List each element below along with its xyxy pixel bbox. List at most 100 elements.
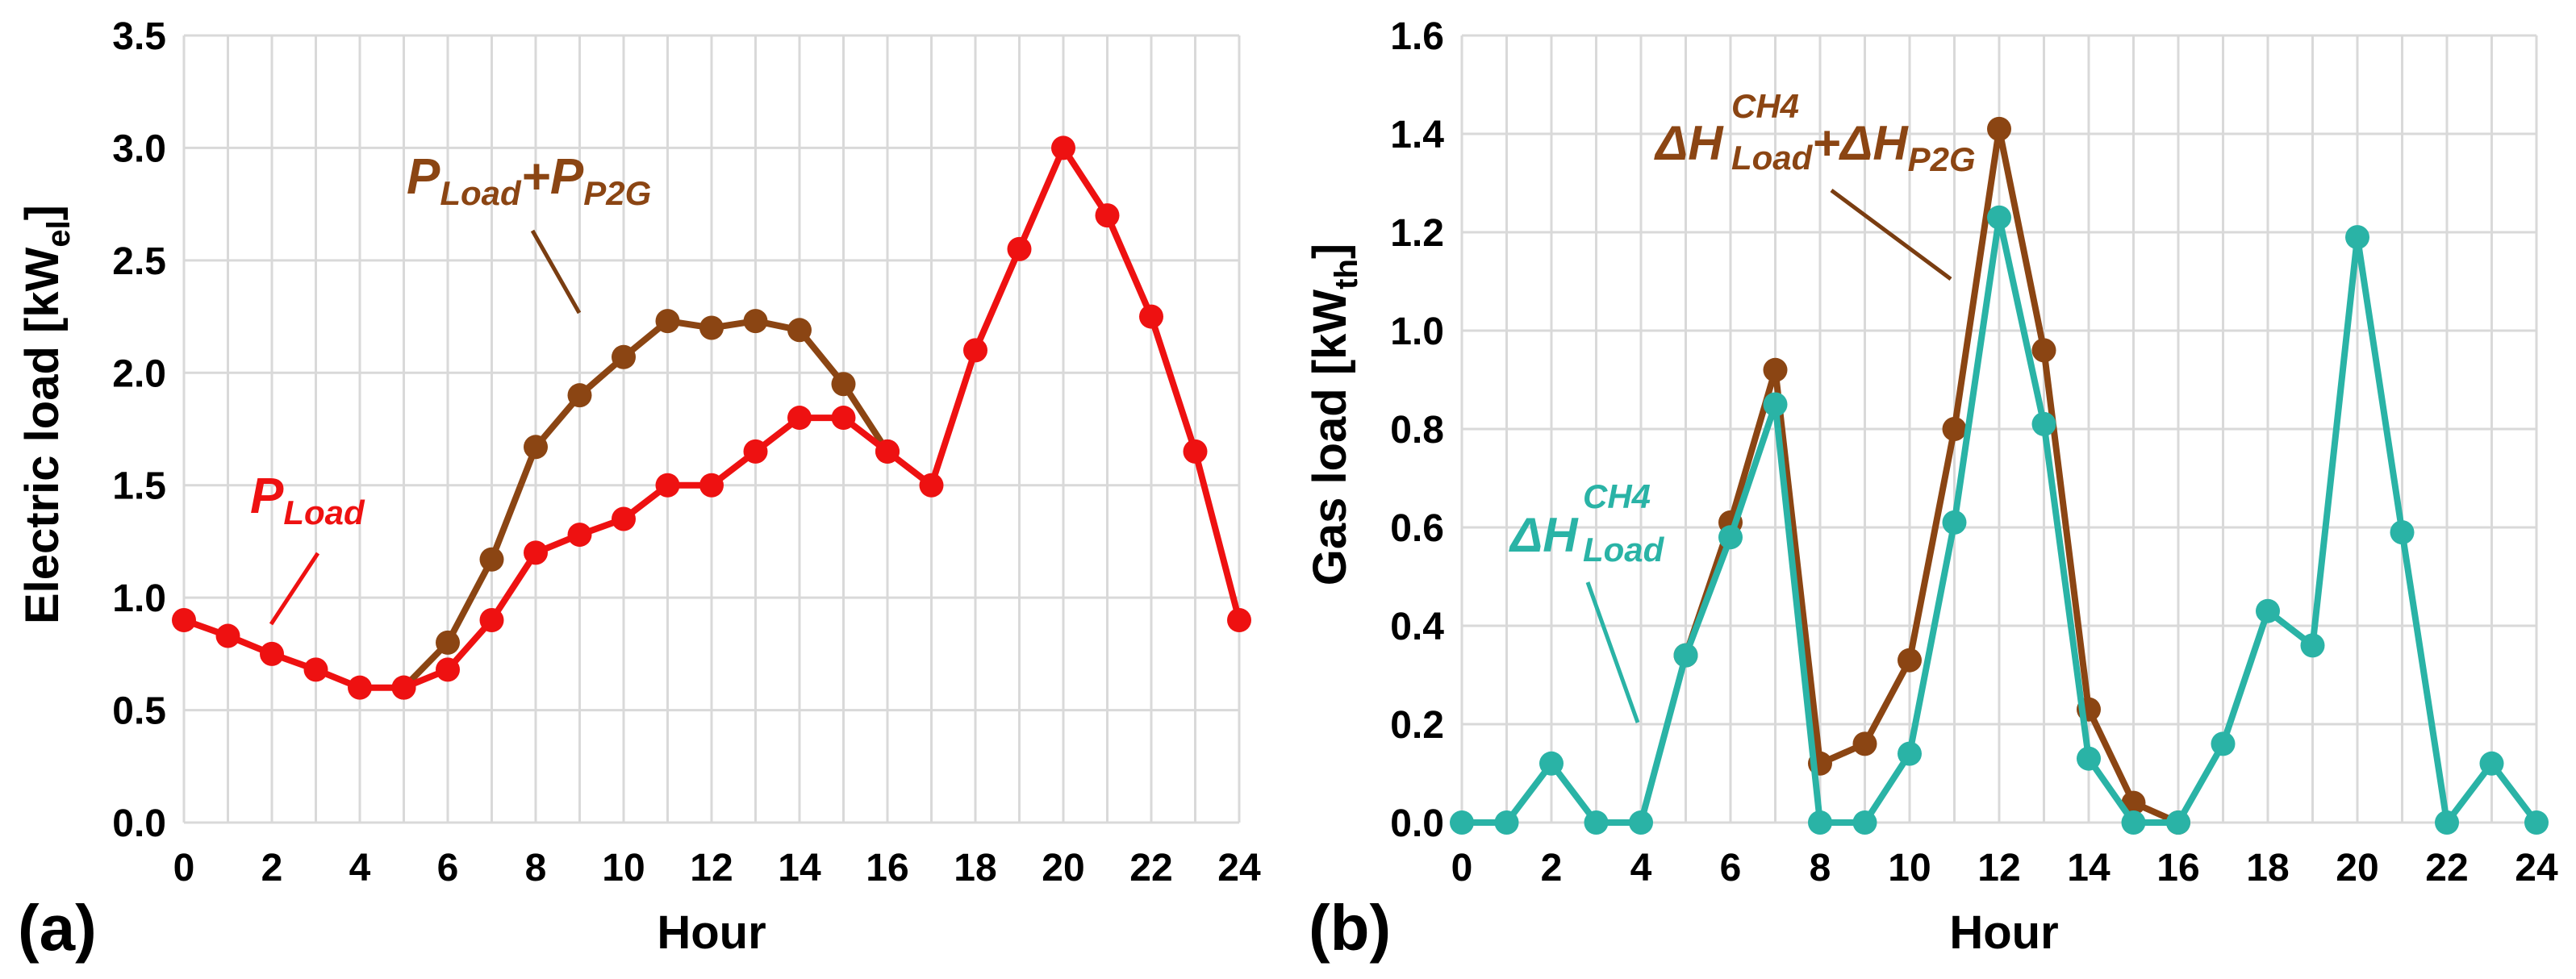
a-series-1-point <box>875 439 900 464</box>
a-series-1-point <box>215 623 240 648</box>
a-series-1-point <box>787 406 812 431</box>
panel-b-x-axis-label: Hour <box>1949 906 2058 959</box>
b-series-1-point <box>1942 510 1967 535</box>
b-x-tick-label: 20 <box>2336 847 2378 889</box>
b-series-1-point <box>2435 810 2459 835</box>
panel-a-series <box>172 135 1251 700</box>
b-series-1-point <box>2077 746 2101 771</box>
b-y-tick-label: 0.2 <box>1390 704 1444 747</box>
panel-b-annotation-dh-load: ΔHCH4 Load <box>1509 477 1665 569</box>
a-x-tick-label: 2 <box>261 847 283 889</box>
b-x-tick-label: 10 <box>1888 847 1931 889</box>
a-series-0-point <box>743 309 768 334</box>
b-x-tick-label: 18 <box>2246 847 2289 889</box>
a-series-1-point <box>831 406 856 431</box>
a-series-1-point <box>260 641 284 666</box>
b-series-1-point <box>2166 810 2190 835</box>
b-series-1-point <box>1763 392 1788 417</box>
b-x-tick-label: 8 <box>1810 847 1831 889</box>
a-x-tick-label: 22 <box>1129 847 1172 889</box>
a-series-1-point <box>743 439 768 464</box>
a-y-tick-label: 3.5 <box>112 15 166 58</box>
b-series-1-point <box>1852 810 1877 835</box>
a-series-0-point <box>524 435 548 460</box>
a-series-1-point <box>1183 439 1208 464</box>
a-x-tick-label: 8 <box>525 847 547 889</box>
b-series-1-point <box>2121 810 2146 835</box>
panel-a-annotation-pload-leader <box>269 552 320 626</box>
b-y-tick-label: 0.0 <box>1390 802 1444 845</box>
a-series-1-point <box>919 473 944 498</box>
panel-a-x-axis-label: Hour <box>657 906 766 959</box>
b-y-tick-label: 1.4 <box>1390 114 1444 156</box>
a-x-tick-label: 10 <box>602 847 645 889</box>
panel-a-gridlines <box>182 34 1241 824</box>
b-y-tick-label: 1.0 <box>1390 310 1444 353</box>
a-x-tick-label: 18 <box>954 847 996 889</box>
a-series-1 <box>172 135 1251 700</box>
a-series-0-point <box>699 315 724 340</box>
a-series-1-point <box>1227 608 1251 633</box>
a-series-1-point <box>1007 236 1032 261</box>
a-series-1-point <box>612 506 636 531</box>
b-y-tick-label: 1.6 <box>1390 15 1444 58</box>
b-series-1-point <box>1898 741 1922 766</box>
a-series-1-point <box>524 540 548 565</box>
b-x-tick-label: 4 <box>1630 847 1652 889</box>
b-series-1-point <box>1450 810 1474 835</box>
b-series-0-point <box>1942 417 1967 441</box>
b-series-0-point <box>2031 338 2056 363</box>
b-series-1-point <box>1629 810 1653 835</box>
b-x-tick-label: 12 <box>1977 847 2020 889</box>
b-series-1-point <box>2345 225 2369 250</box>
b-x-tick-label: 6 <box>1720 847 1742 889</box>
a-x-tick-label: 0 <box>173 847 195 889</box>
b-series-1-point <box>1494 810 1519 835</box>
b-y-tick-label: 0.4 <box>1390 606 1444 648</box>
a-x-tick-label: 6 <box>437 847 459 889</box>
b-series-1-point <box>2031 411 2056 436</box>
b-series-0-point <box>1898 648 1922 673</box>
b-series-1-point <box>2390 520 2415 545</box>
a-y-tick-label: 1.5 <box>112 465 166 508</box>
panel-b-annotation-dh-load-leader <box>1585 581 1640 723</box>
a-series-0-point <box>655 309 680 334</box>
a-series-1-point <box>567 523 592 548</box>
a-series-1-point <box>436 657 460 682</box>
panel-b-annotation-dh-load-p2g: ΔHCH4 Load+ΔHP2G <box>1654 87 1976 178</box>
b-series-0-point <box>1987 116 2011 141</box>
b-series-1-point <box>2524 810 2549 835</box>
a-y-tick-label: 3.0 <box>112 127 166 170</box>
a-series-0-point <box>479 547 504 572</box>
a-y-tick-label: 1.0 <box>112 577 166 620</box>
b-series-1-point <box>2300 633 2325 658</box>
a-series-1-point <box>699 473 724 498</box>
a-series-1-point <box>303 657 328 682</box>
a-series-1-point <box>1095 203 1120 228</box>
a-series-1-point <box>963 338 987 363</box>
b-x-tick-label: 2 <box>1541 847 1563 889</box>
a-y-tick-label: 2.5 <box>112 240 166 283</box>
panel-b-y-axis-label: Gas load [kWth] <box>1304 244 1364 586</box>
b-series-1-point <box>1808 810 1832 835</box>
b-x-tick-label: 16 <box>2156 847 2199 889</box>
panel-a-annotation-pload: PLoad <box>250 469 365 531</box>
a-series-1-point <box>479 608 504 633</box>
b-y-tick-label: 1.2 <box>1390 212 1444 255</box>
a-x-tick-label: 16 <box>866 847 908 889</box>
a-series-0-point <box>436 630 460 655</box>
b-y-tick-label: 0.8 <box>1390 409 1444 452</box>
b-x-tick-label: 24 <box>2515 847 2558 889</box>
b-series-1-point <box>1673 643 1698 668</box>
b-series-0-point <box>1763 357 1788 382</box>
panel-a-y-tick-labels: 0.0 0.5 1.0 1.5 2.0 2.5 3.0 3.5 <box>112 15 166 845</box>
panel-b-x-tick-labels: 0 2 4 6 8 10 12 14 16 18 20 22 24 <box>1451 847 2558 889</box>
a-series-1-point <box>655 473 680 498</box>
a-series-1-point <box>391 675 416 700</box>
a-y-tick-label: 0.0 <box>112 802 166 845</box>
b-series-1 <box>1450 205 2549 835</box>
a-series-0 <box>391 309 900 700</box>
panel-b: 0.00.20.40.60.81.01.21.41.6 0 2 4 6 8 10 12 14 1… <box>1304 15 2558 964</box>
a-series-0-point <box>567 383 592 408</box>
